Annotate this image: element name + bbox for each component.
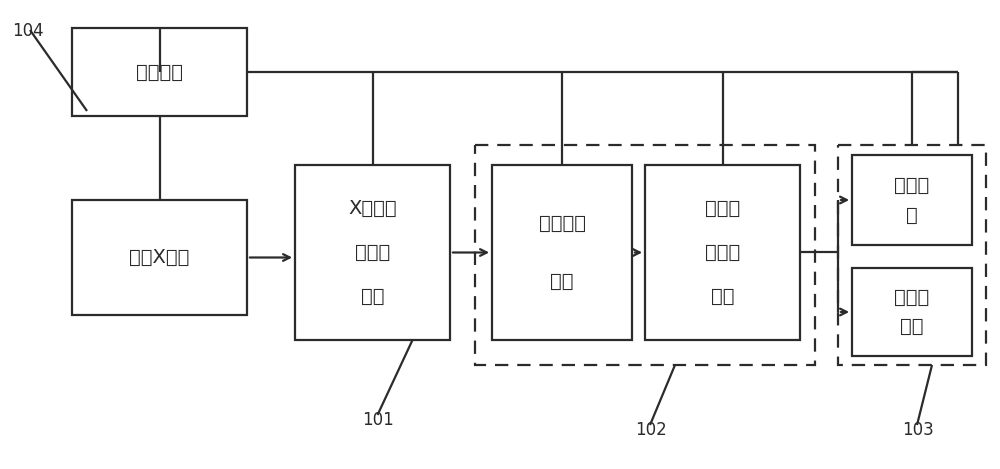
Text: 103: 103	[902, 421, 934, 439]
Text: 供电系统: 供电系统	[136, 62, 183, 82]
Bar	[852, 268, 972, 356]
Text: 接口: 接口	[900, 317, 924, 336]
Text: 口: 口	[906, 205, 918, 225]
Bar	[295, 165, 450, 340]
Text: 102: 102	[635, 421, 667, 439]
Text: 101: 101	[362, 411, 394, 429]
Text: 接口: 接口	[361, 287, 384, 306]
Bar	[645, 165, 800, 340]
Text: 据输入: 据输入	[355, 243, 390, 262]
Text: 单元: 单元	[550, 272, 574, 291]
Text: 打印机: 打印机	[894, 288, 930, 307]
Bar	[72, 28, 247, 116]
Text: 测量参: 测量参	[705, 199, 740, 218]
Text: 单元: 单元	[711, 287, 734, 306]
Text: 数存储: 数存储	[705, 243, 740, 262]
Text: 网络接: 网络接	[894, 175, 930, 195]
Bar	[475, 145, 815, 365]
Text: 图像处理: 图像处理	[538, 214, 586, 233]
Text: 医用X光机: 医用X光机	[129, 248, 190, 267]
Bar	[492, 165, 632, 340]
Bar	[72, 200, 247, 315]
Bar	[852, 155, 972, 245]
Text: 104: 104	[12, 22, 44, 40]
Bar	[838, 145, 986, 365]
Text: X线片数: X线片数	[348, 199, 397, 218]
